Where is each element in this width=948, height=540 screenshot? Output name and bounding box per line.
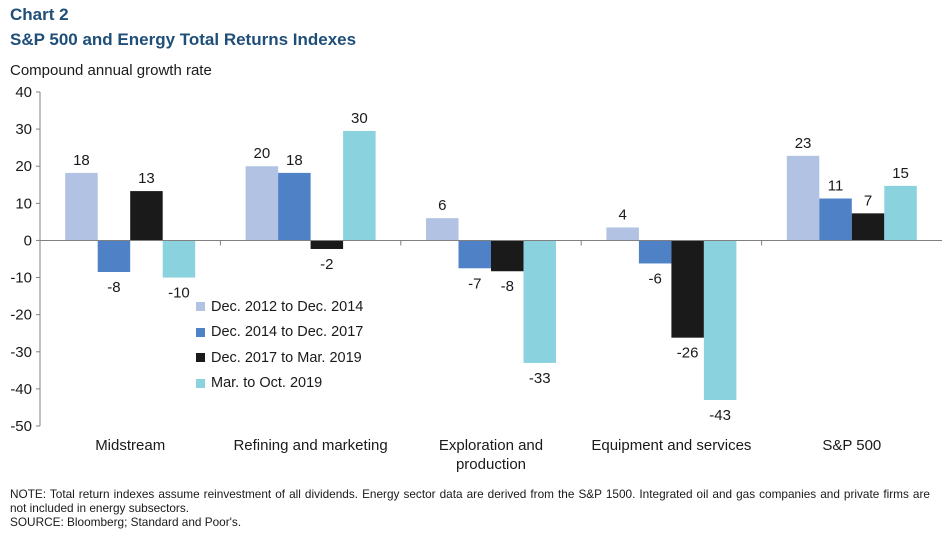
data-label: 11	[828, 178, 844, 195]
legend-item: Mar. to Oct. 2019	[196, 371, 363, 397]
legend: Dec. 2012 to Dec. 2014 Dec. 2014 to Dec.…	[196, 294, 363, 396]
legend-label: Mar. to Oct. 2019	[211, 375, 323, 392]
legend-swatch	[196, 327, 205, 337]
legend-label: Dec. 2012 to Dec. 2014	[211, 298, 364, 315]
legend-label: Dec. 2014 to Dec. 2017	[211, 324, 364, 341]
data-label: 15	[892, 165, 909, 182]
x-tick-label: Midstream	[95, 437, 165, 454]
data-label: 20	[254, 145, 271, 162]
y-tick-label: 10	[15, 195, 32, 212]
bar	[162, 240, 196, 278]
data-label: -33	[529, 370, 551, 387]
data-label: -8	[107, 279, 120, 296]
bar	[278, 172, 311, 241]
x-tick-label: S&P 500	[822, 437, 881, 454]
x-tick-label: Refining and marketing	[233, 437, 387, 454]
bar	[426, 218, 459, 241]
bar-chart: 40 30 20 10 0 -10 -20 -30 -40 -50 18 20 6 4 23 -8 18 -7 -6…	[10, 84, 942, 473]
bar	[130, 191, 163, 241]
data-label: -43	[709, 407, 731, 424]
y-tick-label: -20	[10, 307, 32, 324]
bar	[65, 172, 98, 241]
legend-item: Dec. 2017 to Mar. 2019	[196, 345, 363, 371]
legend-item: Dec. 2012 to Dec. 2014	[196, 294, 363, 320]
y-tick-label: -50	[10, 418, 32, 435]
data-label: 30	[351, 110, 368, 127]
legend-label: Dec. 2017 to Mar. 2019	[211, 349, 362, 366]
data-label: -2	[320, 256, 333, 273]
bar	[523, 240, 556, 363]
bar	[638, 240, 672, 264]
bar	[97, 240, 131, 272]
y-tick-label: -30	[10, 344, 32, 361]
legend-swatch	[196, 302, 205, 312]
data-label: -6	[648, 270, 661, 287]
bar	[343, 130, 376, 241]
x-tick-label: Exploration and production	[439, 437, 543, 473]
data-label: 6	[438, 197, 446, 214]
chart-label: Chart 2	[10, 5, 69, 24]
y-tick-label: 30	[15, 121, 32, 138]
chart-note: NOTE: Total return indexes assume reinve…	[10, 487, 930, 515]
bar	[884, 185, 917, 241]
data-label: 4	[618, 206, 626, 223]
y-tick-label: 20	[15, 158, 32, 175]
chart-source: SOURCE: Bloomberg; Standard and Poor's.	[10, 515, 242, 529]
bar	[310, 240, 344, 249]
legend-item: Dec. 2014 to Dec. 2017	[196, 320, 363, 346]
bar	[491, 240, 524, 272]
legend-swatch	[196, 353, 205, 363]
x-tick-label: Equipment and services	[591, 437, 751, 454]
legend-swatch	[196, 378, 205, 388]
data-label: 13	[138, 170, 155, 187]
bar	[458, 240, 491, 269]
chart-title: S&P 500 and Energy Total Returns Indexes	[10, 30, 357, 49]
data-label: -10	[168, 285, 190, 302]
bar	[851, 213, 885, 241]
bar	[606, 227, 639, 241]
y-tick-label: -10	[10, 270, 32, 287]
y-tick-label: 40	[15, 84, 32, 101]
data-label: 23	[795, 135, 812, 152]
bar	[819, 198, 852, 241]
data-label: -7	[468, 275, 481, 292]
data-label: -26	[677, 345, 699, 362]
y-tick-label: -40	[10, 381, 32, 398]
bar	[245, 166, 279, 241]
bar	[703, 240, 737, 401]
data-label: 18	[286, 152, 303, 169]
bar	[671, 240, 704, 338]
y-tick-label: 0	[24, 232, 32, 249]
y-axis-label: Compound annual growth rate	[10, 62, 212, 79]
bar	[786, 155, 820, 241]
data-label: 18	[73, 152, 90, 169]
data-label: -8	[501, 278, 514, 295]
data-label: 7	[864, 192, 872, 209]
